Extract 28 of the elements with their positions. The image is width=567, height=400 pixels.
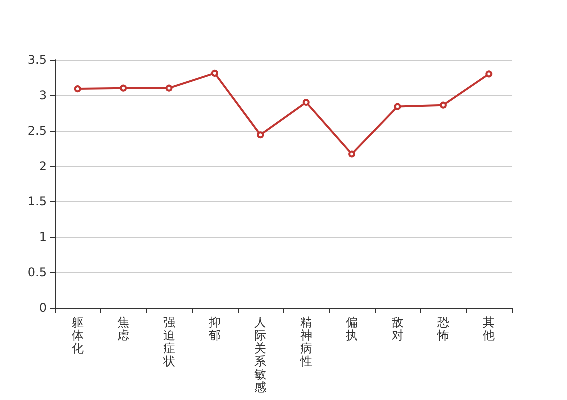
x-tick-label: 抑郁 xyxy=(208,316,221,342)
y-tick-label: 1.5 xyxy=(28,194,47,209)
point xyxy=(348,150,356,158)
point xyxy=(120,84,128,92)
x-tick-label: 其他 xyxy=(483,316,496,342)
y-tick-label: 3.5 xyxy=(28,53,47,67)
x-tick-label: 敌对 xyxy=(392,316,404,342)
y-tick-label: 3 xyxy=(39,88,47,102)
x-tick-label: 焦虑 xyxy=(118,316,130,342)
point xyxy=(440,102,447,109)
y-tick-label: 0 xyxy=(39,301,47,315)
point xyxy=(302,99,310,106)
x-tick-label: 躯体化 xyxy=(72,316,84,356)
y-tick-label: 2.5 xyxy=(28,124,47,138)
point xyxy=(257,132,264,139)
point xyxy=(486,70,493,78)
x-tick-label: 偏执 xyxy=(346,316,358,342)
x-tick-label: 人际关系敏感 xyxy=(254,316,267,394)
point xyxy=(394,103,402,110)
y-tick-label: 0.5 xyxy=(28,266,47,280)
point xyxy=(166,84,173,92)
x-tick-label: 精神病性 xyxy=(299,316,312,368)
point xyxy=(211,70,218,77)
x-tick-label: 强迫症状 xyxy=(162,316,176,368)
y-tick-label: 1 xyxy=(39,230,47,244)
point xyxy=(74,86,82,93)
y-tick-label: 2 xyxy=(39,159,47,174)
x-tick-label: 恐怖 xyxy=(436,316,450,342)
